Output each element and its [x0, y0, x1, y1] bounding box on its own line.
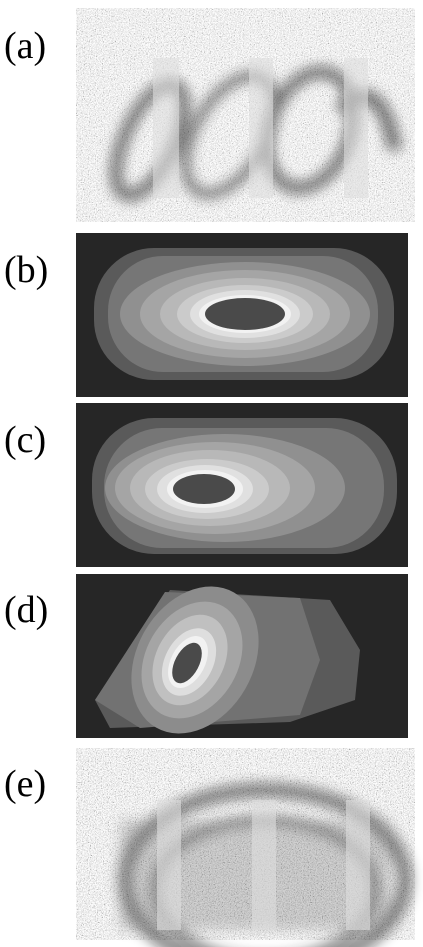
figure: (a) (b) (c) (d) (e) [0, 0, 423, 947]
pillar [249, 58, 273, 198]
contour-map [76, 233, 408, 397]
speckle-image [76, 748, 415, 947]
panel-label: (a) [4, 25, 46, 67]
panel-label: (d) [4, 589, 48, 631]
pillar [252, 800, 276, 930]
contour-map [76, 563, 408, 756]
panel-label: (e) [4, 763, 46, 805]
speckle-image [76, 8, 415, 222]
pillar [153, 58, 179, 198]
panel-label: (b) [4, 249, 48, 291]
panel-label: (c) [4, 419, 46, 461]
pillar [346, 800, 370, 930]
contour-map [76, 403, 408, 567]
pillar [157, 800, 181, 930]
pillar [344, 58, 368, 198]
